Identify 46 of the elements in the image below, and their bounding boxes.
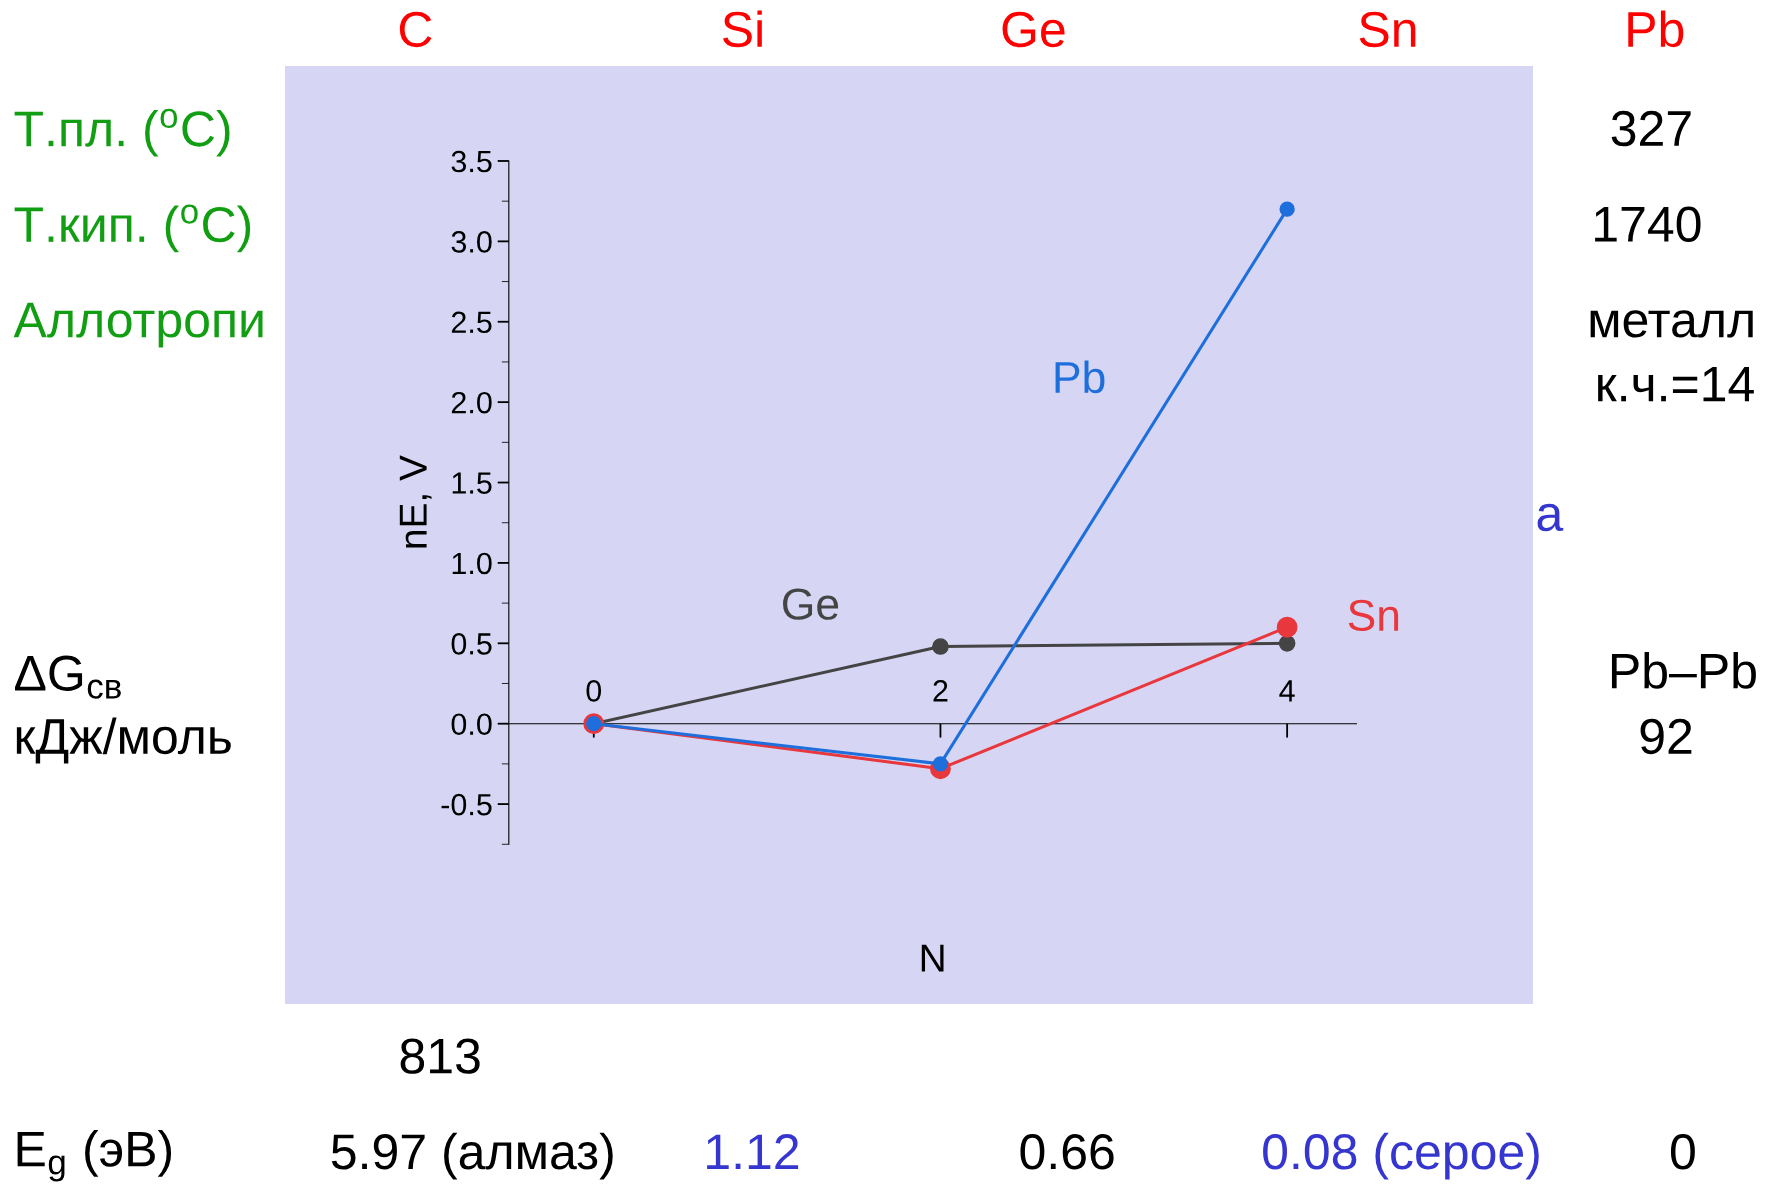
text: 0.08 (серое) bbox=[1263, 1132, 1539, 1180]
text: 1.12 bbox=[707, 1134, 799, 1170]
series-label: Pb bbox=[1055, 360, 1105, 394]
text: 92 bbox=[1640, 718, 1692, 755]
y-tick-label: 0.0 bbox=[451, 713, 492, 736]
point bbox=[1279, 201, 1295, 217]
x-tick-label: 4 bbox=[1279, 680, 1295, 702]
series-label: Ge bbox=[783, 588, 839, 620]
text: Аллотропи bbox=[13, 302, 263, 348]
y-tick-label: 2.0 bbox=[451, 391, 492, 414]
text: 0.66 bbox=[1020, 1134, 1114, 1170]
text: а bbox=[1537, 503, 1564, 532]
x-tick-label: 0 bbox=[586, 680, 602, 702]
text: Ge bbox=[1002, 11, 1065, 48]
y-tick-label: 2.5 bbox=[451, 311, 492, 334]
text: Pb bbox=[1628, 10, 1684, 48]
y-tick-label: 0.5 bbox=[451, 633, 492, 655]
text: 5.97 (алмаз) bbox=[331, 1132, 613, 1180]
text: кДж/моль bbox=[16, 717, 231, 764]
series-label: Sn bbox=[1348, 599, 1399, 632]
text: 1740 bbox=[1595, 206, 1701, 242]
y-tick-label: 3.0 bbox=[451, 231, 492, 253]
text: Sn bbox=[1359, 11, 1416, 48]
y-tick-label: 3.5 bbox=[451, 150, 492, 173]
text: 327 bbox=[1611, 110, 1691, 147]
text: к.ч.=14 bbox=[1598, 366, 1754, 402]
point bbox=[932, 756, 949, 772]
point bbox=[932, 638, 949, 655]
text: Т.кип. ($^{o}$C) bbox=[14, 204, 251, 253]
text: ΔG$_{св}$ bbox=[15, 655, 121, 699]
text: Si bbox=[723, 10, 762, 48]
text: 813 bbox=[400, 1038, 480, 1074]
text: металл bbox=[1590, 310, 1753, 338]
text: C bbox=[399, 11, 432, 48]
x-axis-title: N bbox=[921, 944, 944, 972]
y-tick-label: 1.5 bbox=[452, 472, 492, 494]
text: Т.пл. ($^{o}$C) bbox=[14, 108, 230, 157]
y-tick-label: 1.0 bbox=[452, 552, 492, 575]
y-axis-title: nE, V bbox=[399, 455, 432, 548]
text: E$_{g}$ (эВ) bbox=[17, 1130, 172, 1182]
point bbox=[1278, 634, 1296, 652]
y-tick-label: -0.5 bbox=[441, 793, 492, 816]
x-tick-label: 2 bbox=[933, 680, 948, 702]
text: 0 bbox=[1670, 1134, 1695, 1170]
point bbox=[1276, 616, 1298, 638]
text: Pb–Pb bbox=[1611, 652, 1756, 689]
